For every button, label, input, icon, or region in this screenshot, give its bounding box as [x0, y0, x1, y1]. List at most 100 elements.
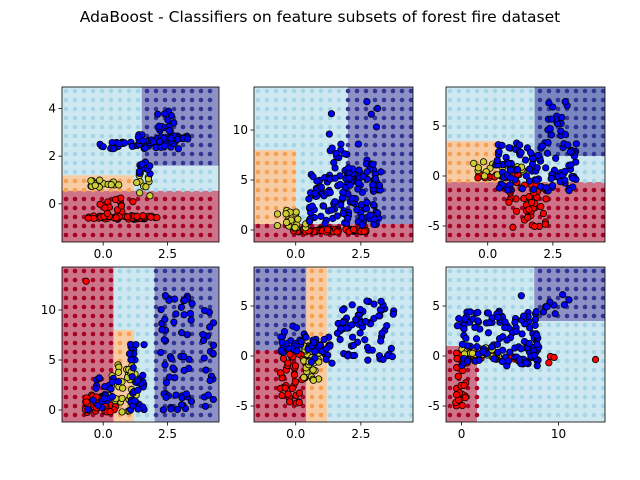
grid-dot — [126, 97, 132, 103]
grid-dot — [171, 88, 177, 94]
grid-dot — [528, 385, 534, 391]
grid-dot — [318, 304, 324, 310]
data-point — [474, 308, 482, 317]
grid-dot — [63, 151, 69, 157]
data-point — [317, 183, 325, 191]
data-point — [331, 174, 339, 182]
grid-dot — [171, 268, 177, 274]
grid-dot — [501, 268, 507, 274]
grid-dot — [81, 97, 87, 103]
grid-dot — [126, 133, 132, 139]
grid-dot — [363, 268, 369, 274]
grid-dot — [591, 277, 597, 283]
grid-dot — [207, 295, 213, 301]
grid-dot — [345, 367, 351, 373]
grid-dot — [447, 187, 453, 193]
grid-dot — [189, 286, 195, 292]
grid-dot — [528, 286, 534, 292]
grid-dot — [309, 394, 315, 400]
grid-dot — [528, 367, 534, 373]
data-point — [161, 315, 169, 324]
grid-dot — [63, 214, 69, 220]
grid-dot — [546, 331, 552, 337]
data-point — [99, 143, 107, 151]
grid-dot — [255, 124, 261, 130]
grid-dot — [591, 88, 597, 94]
grid-dot — [447, 358, 453, 364]
grid-dot — [198, 196, 204, 202]
grid-dot — [510, 124, 516, 130]
grid-dot — [345, 268, 351, 274]
grid-dot — [573, 205, 579, 211]
grid-dot — [399, 196, 405, 202]
grid-dot — [381, 223, 387, 229]
grid-dot — [273, 178, 279, 184]
grid-dot — [81, 88, 87, 94]
grid-dot — [492, 205, 498, 211]
grid-dot — [555, 160, 561, 166]
grid-dot — [381, 160, 387, 166]
grid-dot — [153, 205, 159, 211]
grid-dot — [273, 367, 279, 373]
grid-dot — [354, 367, 360, 373]
grid-dot — [291, 331, 297, 337]
grid-dot — [390, 376, 396, 382]
grid-dot — [582, 394, 588, 400]
grid-dot — [501, 277, 507, 283]
grid-dot — [447, 403, 453, 409]
data-point — [339, 306, 347, 314]
grid-dot — [153, 412, 159, 418]
data-point — [360, 227, 368, 236]
grid-dot — [408, 106, 413, 112]
grid-dot — [90, 160, 96, 166]
data-point — [344, 214, 352, 222]
grid-dot — [90, 295, 96, 301]
grid-dot — [591, 313, 597, 319]
grid-dot — [336, 394, 342, 400]
grid-dot — [99, 340, 105, 346]
data-point — [165, 296, 173, 304]
grid-dot — [573, 106, 579, 112]
data-point — [368, 346, 376, 354]
grid-dot — [72, 223, 78, 229]
grid-dot — [474, 214, 480, 220]
grid-dot — [282, 88, 288, 94]
grid-dot — [264, 223, 270, 229]
grid-dot — [600, 394, 605, 400]
grid-dot — [510, 376, 516, 382]
data-point — [363, 297, 371, 305]
grid-dot — [345, 88, 351, 94]
data-point — [569, 174, 577, 182]
grid-dot — [600, 115, 605, 121]
grid-dot — [327, 376, 333, 382]
grid-dot — [546, 205, 552, 211]
grid-dot — [510, 151, 516, 157]
grid-dot — [408, 376, 413, 382]
grid-dot — [336, 88, 342, 94]
data-point — [349, 341, 358, 349]
grid-dot — [483, 277, 489, 283]
grid-dot — [591, 394, 597, 400]
grid-dot — [336, 349, 342, 355]
grid-dot — [135, 412, 141, 418]
grid-dot — [555, 142, 561, 148]
grid-dot — [135, 205, 141, 211]
data-point — [328, 359, 336, 367]
grid-dot — [180, 205, 186, 211]
grid-dot — [108, 295, 114, 301]
grid-dot — [63, 322, 69, 328]
data-point — [101, 204, 109, 212]
grid-dot — [99, 223, 105, 229]
grid-dot — [126, 160, 132, 166]
grid-dot — [135, 313, 141, 319]
grid-dot — [573, 169, 579, 175]
data-point — [332, 149, 340, 158]
data-point — [180, 311, 188, 319]
data-point — [533, 164, 541, 172]
grid-dot — [72, 385, 78, 391]
grid-dot — [381, 214, 387, 220]
data-point — [160, 336, 168, 344]
grid-dot — [465, 142, 471, 148]
